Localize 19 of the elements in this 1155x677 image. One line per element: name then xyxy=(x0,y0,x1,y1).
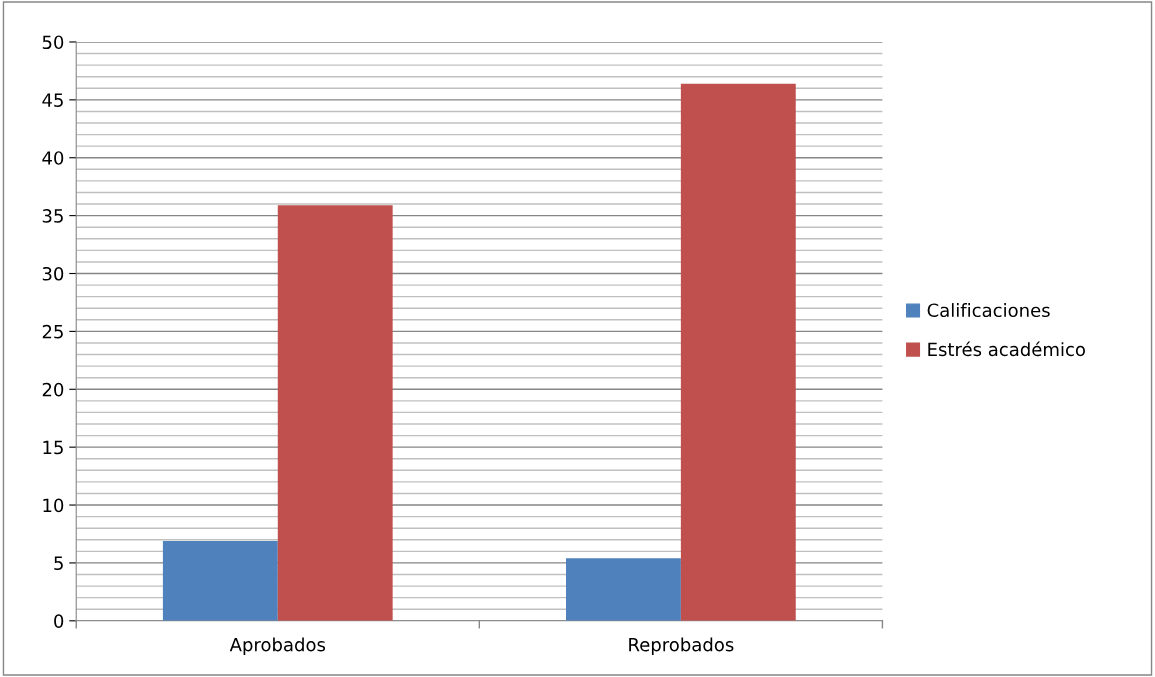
legend-label: Calificaciones xyxy=(927,303,1050,318)
y-tick-label: 0 xyxy=(54,614,64,628)
y-tick-label: 45 xyxy=(42,93,63,107)
y-tick-label: 40 xyxy=(42,151,64,165)
y-tick-label: 5 xyxy=(54,556,63,571)
y-tick-label: 35 xyxy=(42,209,63,223)
bar xyxy=(565,558,681,621)
bar xyxy=(162,540,278,621)
y-tick-label: 25 xyxy=(42,324,63,339)
legend-label: Estrés académico xyxy=(928,341,1085,357)
x-tick-label: Aprobados xyxy=(229,637,326,655)
y-tick-label: 20 xyxy=(42,382,64,397)
bar xyxy=(680,83,796,621)
y-tick-label: 10 xyxy=(43,498,64,513)
x-tick-label: Reprobados xyxy=(629,637,734,655)
y-tick-label: 15 xyxy=(43,440,63,455)
y-tick-label: 30 xyxy=(42,266,64,281)
y-tick-label: 50 xyxy=(42,35,64,50)
bar xyxy=(277,205,393,621)
